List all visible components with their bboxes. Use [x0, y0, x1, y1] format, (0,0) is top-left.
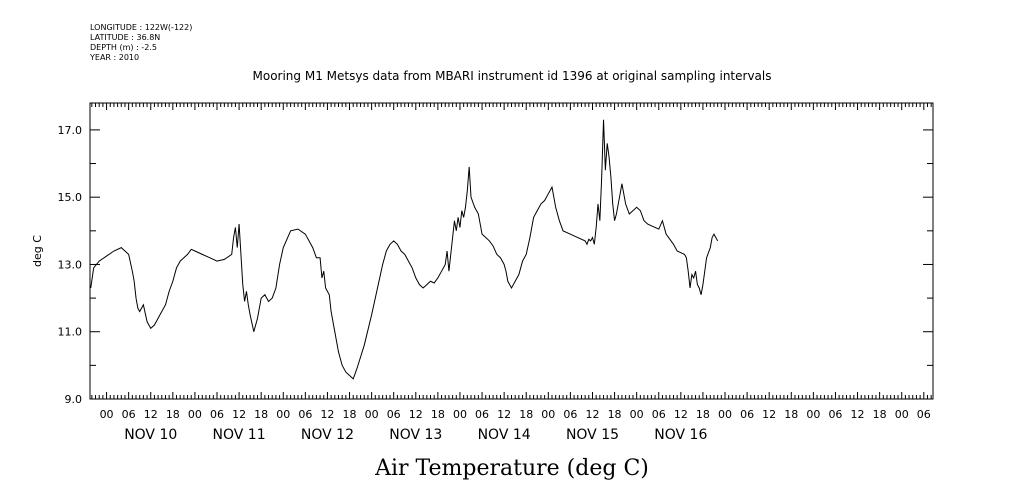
- x-day-label: NOV 12: [301, 427, 354, 443]
- x-hour-label: 12: [762, 408, 776, 421]
- x-axis-label: Air Temperature (deg C): [374, 456, 649, 481]
- x-hour-label: 00: [188, 408, 202, 421]
- x-hour-label: 06: [563, 408, 577, 421]
- x-hour-label: 06: [652, 408, 666, 421]
- x-hour-label: 06: [475, 408, 489, 421]
- x-hour-label: 00: [895, 408, 909, 421]
- x-hour-label: 00: [718, 408, 732, 421]
- year-text: YEAR : 2010: [89, 53, 139, 62]
- x-hour-label: 06: [387, 408, 401, 421]
- x-hour-label: 06: [122, 408, 136, 421]
- x-day-label: NOV 15: [566, 427, 619, 443]
- x-hour-label: 00: [453, 408, 467, 421]
- y-tick-label: 13.0: [58, 258, 83, 271]
- x-hour-label: 18: [431, 408, 445, 421]
- chart-title: Mooring M1 Metsys data from MBARI instru…: [253, 69, 772, 83]
- x-hour-label: 12: [409, 408, 423, 421]
- plot-frame: [89, 102, 934, 400]
- x-hour-label: 06: [828, 408, 842, 421]
- x-hour-label: 00: [276, 408, 290, 421]
- x-hour-label: 06: [917, 408, 931, 421]
- x-hour-label: 06: [740, 408, 754, 421]
- x-hour-label: 06: [210, 408, 224, 421]
- x-hour-label: 18: [254, 408, 268, 421]
- x-hour-label: 12: [497, 408, 511, 421]
- x-day-label: NOV 13: [389, 427, 442, 443]
- x-day-label: NOV 16: [654, 427, 707, 443]
- x-axis: 00 06 12 18 00 06 12 18 00 06 12 18 00 06 12 18 00 06 12 18…: [91, 103, 932, 443]
- x-hour-label: 00: [541, 408, 555, 421]
- x-hour-label: 12: [851, 408, 865, 421]
- x-day-label: NOV 10: [124, 427, 177, 443]
- x-day-label: NOV 14: [478, 427, 531, 443]
- y-axis: 9.0 11.0 13.0 15.0 17.0: [58, 124, 933, 406]
- mooring-metadata: LONGITUDE : 122W(-122) LATITUDE : 36.8N …: [89, 23, 192, 62]
- x-hour-label: 18: [166, 408, 180, 421]
- y-tick-label: 11.0: [58, 326, 83, 339]
- x-hour-label: 18: [784, 408, 798, 421]
- air-temperature-line: [90, 119, 719, 380]
- x-hour-label: 12: [144, 408, 158, 421]
- y-tick-label: 17.0: [58, 124, 83, 137]
- x-hour-label: 00: [100, 408, 114, 421]
- x-hour-label: 18: [343, 408, 357, 421]
- x-hour-label: 12: [674, 408, 688, 421]
- x-hour-label: 12: [320, 408, 334, 421]
- x-hour-label: 06: [298, 408, 312, 421]
- x-hour-label: 18: [519, 408, 533, 421]
- x-hour-label: 00: [806, 408, 820, 421]
- y-tick-label: 15.0: [58, 191, 83, 204]
- y-tick-label: 9.0: [65, 393, 83, 406]
- latitude-text: LATITUDE : 36.8N: [90, 33, 160, 42]
- x-hour-label: 00: [365, 408, 379, 421]
- series-layer: [90, 119, 719, 380]
- x-hour-label: 18: [696, 408, 710, 421]
- x-hour-label: 12: [585, 408, 599, 421]
- x-hour-label: 12: [232, 408, 246, 421]
- longitude-text: LONGITUDE : 122W(-122): [90, 23, 192, 32]
- x-hour-label: 18: [873, 408, 887, 421]
- depth-text: DEPTH (m) : -2.5: [90, 43, 157, 52]
- y-axis-label: deg C: [31, 235, 44, 267]
- x-day-label: NOV 11: [213, 427, 266, 443]
- x-hour-label: 18: [608, 408, 622, 421]
- x-hour-label: 00: [630, 408, 644, 421]
